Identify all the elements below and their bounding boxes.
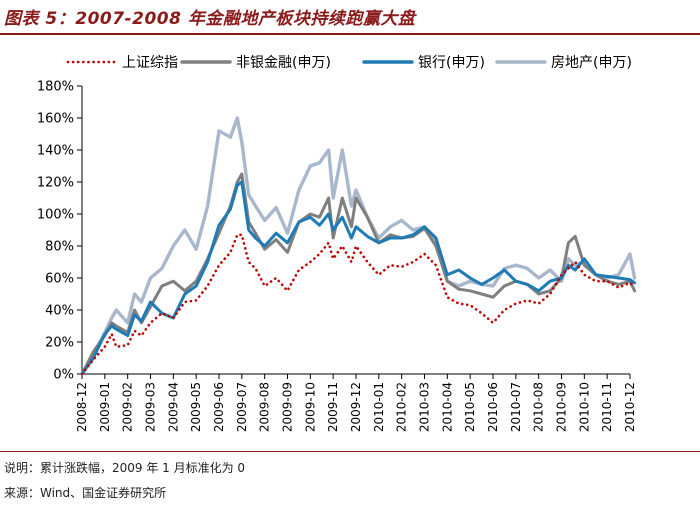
- y-tick-label: 140%: [37, 144, 74, 159]
- x-tick-label: 2010-06: [486, 382, 500, 432]
- x-tick-label: 2009-04: [166, 382, 180, 432]
- y-tick-label: 60%: [45, 272, 74, 287]
- x-tick-label: 2010-07: [509, 382, 523, 432]
- x-tick-label: 2009-08: [258, 382, 272, 432]
- y-tick-label: 180%: [37, 80, 74, 95]
- legend: 上证综指 非银金融(申万) 银行(申万) 房地产(申万): [66, 55, 632, 71]
- x-tick-label: 2010-10: [577, 382, 591, 432]
- y-tick-label: 80%: [45, 240, 74, 255]
- chart-note: 说明：累计涨跌幅，2009 年 1 月标准化为 0: [4, 461, 246, 475]
- y-axis: 0% 20% 40% 60% 80% 100% 120% 140% 160% 180%: [37, 80, 83, 383]
- x-tick-label: 2010-04: [440, 382, 454, 432]
- x-tick-label: 2009-09: [281, 382, 295, 432]
- legend-label-feiyin: 非银金融(申万): [236, 55, 331, 71]
- chart-title: 图表 5：2007-2008 年金融地产板块持续跑赢大盘: [4, 9, 416, 29]
- legend-label-property: 房地产(申万): [551, 55, 632, 71]
- x-tick-label: 2010-11: [600, 382, 614, 432]
- x-tick-label: 2008-12: [75, 382, 89, 432]
- chart-source: 来源：Wind、国金证券研究所: [4, 486, 167, 500]
- y-tick-label: 0%: [53, 368, 74, 383]
- x-tick-label: 2010-01: [372, 382, 386, 432]
- x-tick-label: 2009-07: [235, 382, 249, 432]
- x-tick-label: 2010-08: [532, 382, 546, 432]
- y-tick-label: 120%: [37, 176, 74, 191]
- x-tick-label: 2009-03: [144, 382, 158, 432]
- y-tick-label: 160%: [37, 112, 74, 127]
- line-chart: 上证综指 非银金融(申万) 银行(申万) 房地产(申万) 0% 20% 40% 60% 80%…: [37, 55, 637, 432]
- x-tick-label: 2010-03: [418, 382, 432, 432]
- series-lines: [80, 116, 637, 376]
- x-tick-label: 2009-12: [349, 382, 363, 432]
- title-divider: [0, 33, 700, 35]
- x-tick-label: 2009-10: [303, 382, 317, 432]
- x-tick-label: 2009-05: [189, 382, 203, 432]
- y-tick-label: 40%: [45, 304, 74, 319]
- footer-divider: [0, 451, 700, 452]
- x-tick-label: 2010-02: [395, 382, 409, 432]
- x-tick-label: 2009-02: [121, 382, 135, 432]
- legend-label-bank: 银行(申万): [418, 55, 485, 71]
- x-tick-label: 2009-06: [212, 382, 226, 432]
- series-line-feiyin: [80, 172, 637, 376]
- x-axis: 2008-12 2009-01 2009-02 2009-03 2009-04 2009-…: [75, 373, 637, 432]
- x-tick-label: 2010-09: [555, 382, 569, 432]
- y-tick-label: 100%: [37, 208, 74, 223]
- y-tick-label: 20%: [45, 336, 74, 351]
- series-line-property: [80, 116, 637, 376]
- x-tick-label: 2009-11: [326, 382, 340, 432]
- series-line-shangzheng: [80, 233, 636, 376]
- x-tick-label: 2010-12: [623, 382, 637, 432]
- series-line-bank: [80, 180, 637, 376]
- x-tick-label: 2009-01: [98, 382, 112, 432]
- legend-label-shangzheng: 上证综指: [122, 55, 178, 71]
- x-tick-label: 2010-05: [463, 382, 477, 432]
